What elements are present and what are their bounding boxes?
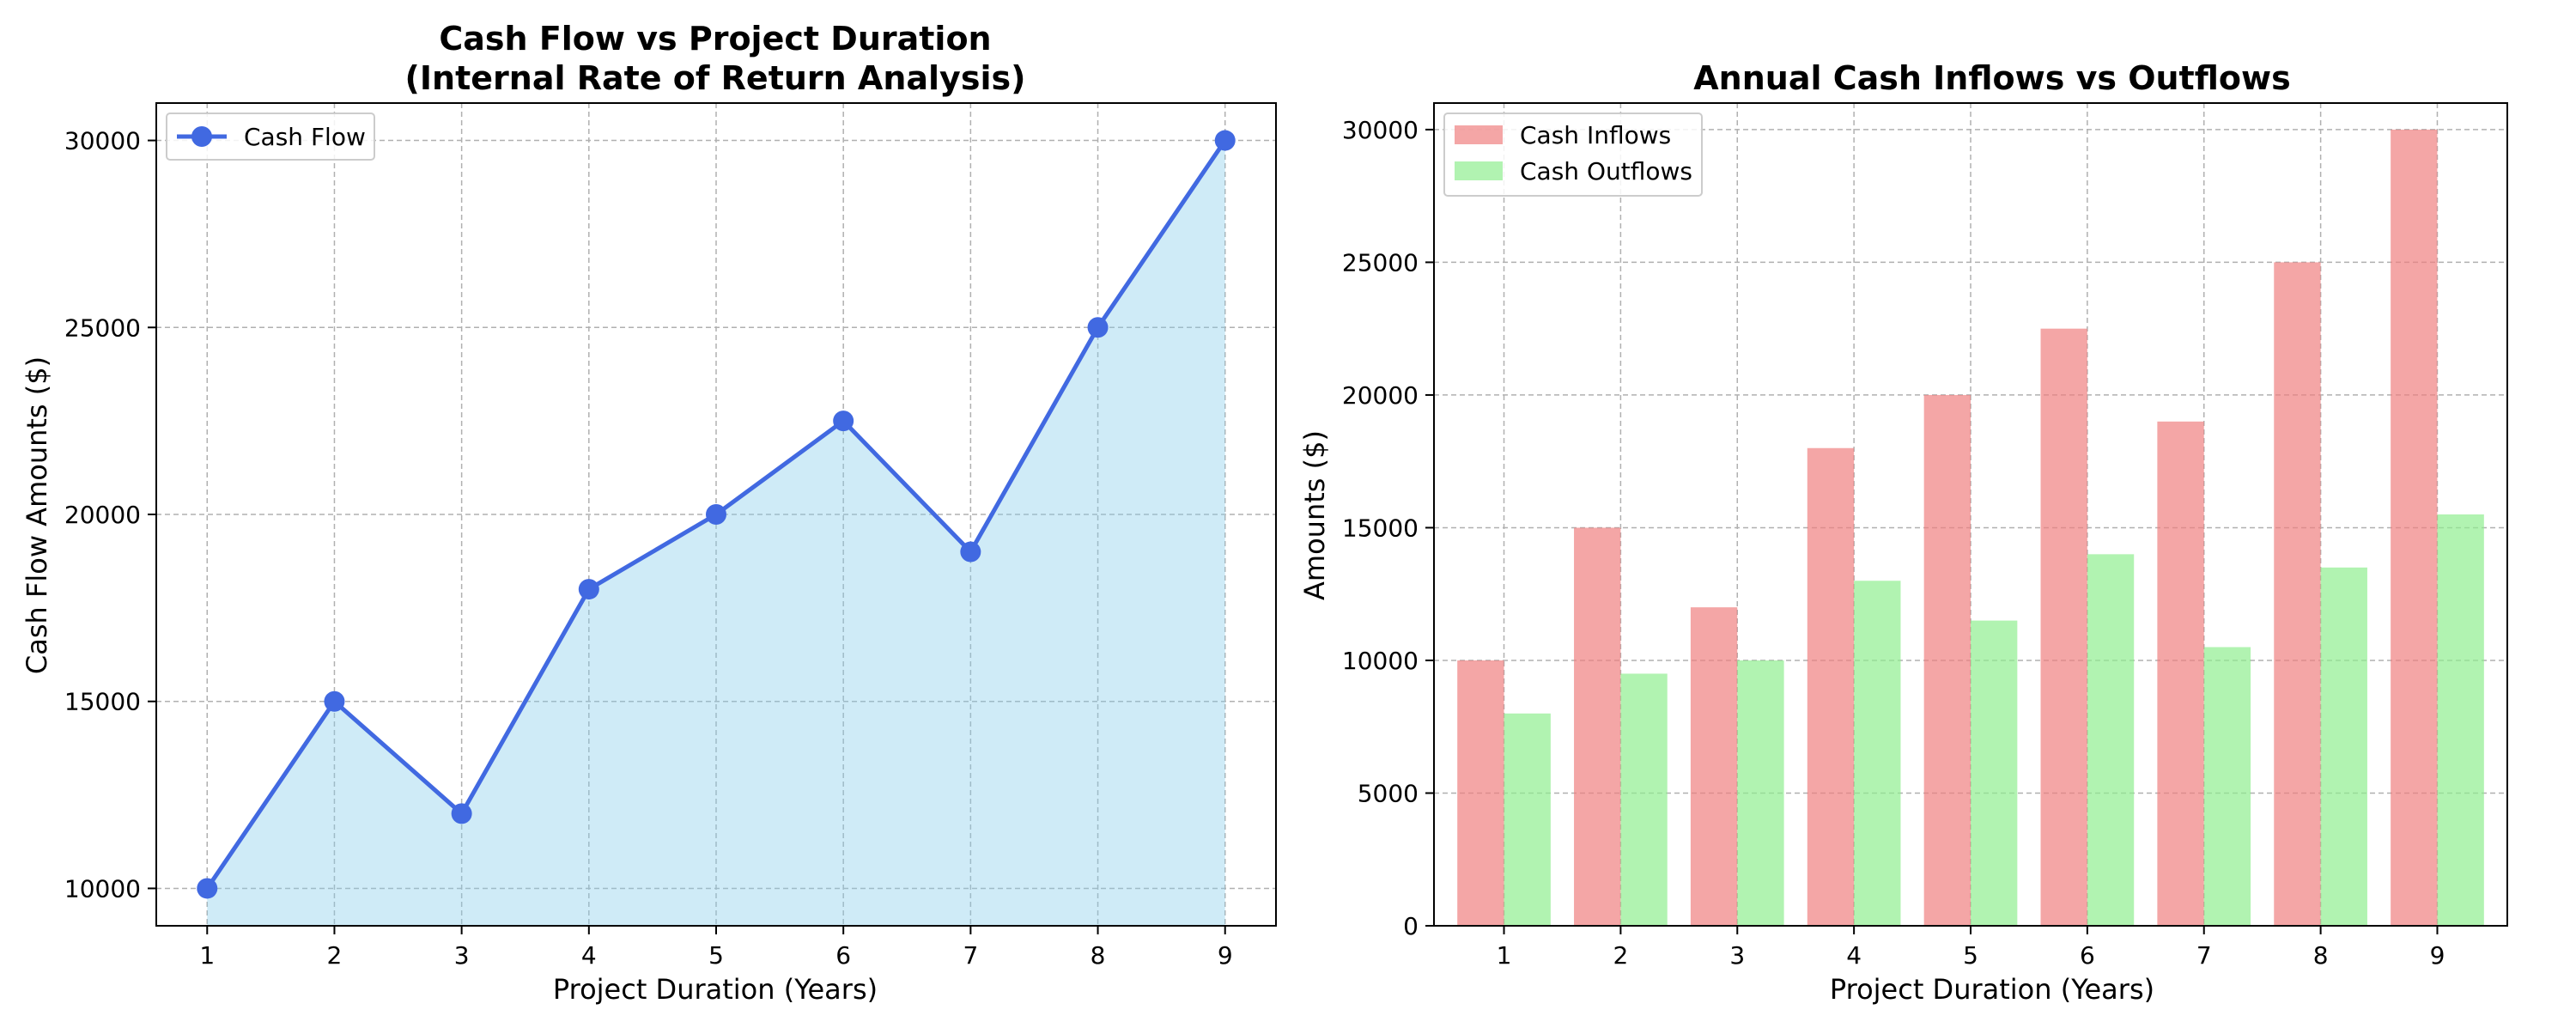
line-chart-title-line2: (Internal Rate of Return Analysis) <box>405 59 1026 97</box>
bar-chart-title: Annual Cash Inflows vs Outflows <box>1693 59 2290 97</box>
cash-flow-markers <box>197 130 1236 899</box>
line-chart-x-tick-label: 4 <box>581 941 597 970</box>
line-chart-legend-box <box>166 113 375 161</box>
bar-chart-y-ticks: 0 5000 10000 15000 20000 25000 30000 <box>1342 116 1434 940</box>
bar-chart-x-tick-label: 8 <box>2313 941 2329 970</box>
legend-label-cash-outflows: Cash Outflows <box>1520 157 1692 186</box>
cash-flow-point <box>1087 317 1109 338</box>
legend-swatch-cash-inflows <box>1455 125 1503 144</box>
cash-outflow-bar <box>1854 581 1901 926</box>
cash-inflow-bar <box>1457 660 1504 926</box>
line-chart-y-label: Cash Flow Amounts ($) <box>21 356 53 674</box>
legend-marker-swatch <box>191 126 212 147</box>
bar-chart-y-tick-label: 0 <box>1403 912 1419 940</box>
bar-chart-x-tick-label: 2 <box>1613 941 1628 970</box>
bar-chart-x-tick-label: 1 <box>1497 941 1512 970</box>
line-chart-y-tick-label: 25000 <box>64 313 141 342</box>
bar-chart-legend: Cash Inflows Cash Outflows <box>1443 113 1703 197</box>
cash-outflow-bar <box>2437 514 2484 926</box>
cash-flow-area <box>207 140 1225 926</box>
cash-outflow-bar <box>2087 554 2135 926</box>
bar-chart-x-label: Project Duration (Years) <box>1830 973 2154 1006</box>
cash-inflow-bar <box>1574 527 1621 926</box>
line-chart-x-label: Project Duration (Years) <box>553 973 878 1006</box>
line-chart-x-tick-label: 5 <box>708 941 724 970</box>
cash-outflow-bar <box>1620 673 1668 926</box>
legend-label-cash-inflows: Cash Inflows <box>1520 121 1671 149</box>
bar-chart-x-ticks: 1 2 3 4 5 6 7 8 9 <box>1497 926 2445 970</box>
bar-chart-y-tick-label: 10000 <box>1342 647 1419 675</box>
bar-chart-y-tick-label: 15000 <box>1342 514 1419 542</box>
bar-chart-bars <box>1457 129 2484 927</box>
line-chart-legend: Cash Flow <box>166 113 375 161</box>
line-chart-x-tick-label: 8 <box>1091 941 1106 970</box>
cash-outflow-bar <box>1504 713 1551 926</box>
bar-chart-y-tick-label: 20000 <box>1342 381 1419 410</box>
cash-flow-point <box>451 803 472 824</box>
cash-inflow-bar <box>2274 262 2321 927</box>
bar-chart-y-tick-label: 5000 <box>1358 779 1419 807</box>
bar-chart-x-tick-label: 6 <box>2080 941 2095 970</box>
line-chart-y-tick-label: 30000 <box>64 127 141 155</box>
bar-chart: Annual Cash Inflows vs Outflows 1 2 3 4 5 6 7 8… <box>1298 59 2508 1006</box>
line-chart-x-tick-label: 1 <box>199 941 215 970</box>
line-chart-x-ticks: 1 2 3 4 5 6 7 8 9 <box>199 926 1233 970</box>
legend-swatch-cash-outflows <box>1455 161 1503 180</box>
cash-flow-point <box>960 541 981 563</box>
line-chart-y-tick-label: 15000 <box>64 688 141 716</box>
cash-flow-point <box>706 504 726 525</box>
line-chart: Cash Flow vs Project Duration (Internal … <box>21 20 1277 1006</box>
cash-outflow-bar <box>1737 660 1784 926</box>
bar-chart-y-tick-label: 30000 <box>1342 116 1419 144</box>
cash-outflow-bar <box>2320 567 2367 926</box>
cash-inflow-bar <box>2391 129 2438 927</box>
cash-inflow-bar <box>2157 421 2204 926</box>
cash-flow-point <box>1214 130 1236 151</box>
line-chart-x-tick-label: 3 <box>454 941 470 970</box>
bar-chart-x-tick-label: 7 <box>2196 941 2212 970</box>
cash-outflow-bar <box>2203 647 2251 926</box>
cash-flow-point <box>197 878 218 899</box>
cash-inflow-bar <box>1923 394 1971 926</box>
line-chart-x-tick-label: 7 <box>963 941 978 970</box>
cash-flow-point <box>578 579 599 600</box>
line-chart-title-line1: Cash Flow vs Project Duration <box>439 20 991 58</box>
line-chart-y-ticks: 10000 15000 20000 25000 30000 <box>64 127 156 903</box>
line-chart-y-tick-label: 20000 <box>64 501 141 529</box>
line-chart-x-tick-label: 9 <box>1218 941 1233 970</box>
cash-inflow-bar <box>1807 447 1855 926</box>
cash-inflow-bar <box>2040 328 2087 926</box>
bar-chart-x-tick-label: 4 <box>1846 941 1862 970</box>
line-chart-x-tick-label: 2 <box>327 941 343 970</box>
bar-chart-x-tick-label: 3 <box>1729 941 1745 970</box>
cash-inflow-bar <box>1690 607 1738 926</box>
cash-flow-point <box>324 690 345 712</box>
bar-chart-legend-box <box>1443 113 1703 197</box>
line-chart-y-tick-label: 10000 <box>64 874 141 903</box>
legend-label-cash-flow: Cash Flow <box>244 123 366 151</box>
cash-outflow-bar <box>1971 620 2018 926</box>
line-chart-x-tick-label: 6 <box>835 941 851 970</box>
cash-flow-point <box>833 411 854 432</box>
bar-chart-y-label: Amounts ($) <box>1298 430 1331 600</box>
bar-chart-x-tick-label: 9 <box>2430 941 2445 970</box>
bar-chart-y-tick-label: 25000 <box>1342 248 1419 277</box>
bar-chart-x-tick-label: 5 <box>1963 941 1978 970</box>
